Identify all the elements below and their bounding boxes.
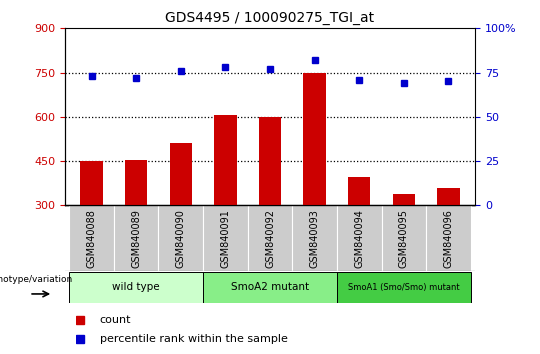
Text: GSM840096: GSM840096 — [443, 209, 454, 268]
Bar — [80, 161, 103, 205]
Bar — [203, 205, 248, 271]
Bar — [303, 73, 326, 205]
Bar — [382, 205, 426, 271]
Bar — [348, 177, 370, 205]
Bar — [337, 205, 382, 271]
Bar — [259, 117, 281, 205]
Bar — [69, 205, 114, 271]
Text: GSM840088: GSM840088 — [86, 209, 97, 268]
Bar — [114, 205, 158, 271]
Text: GSM840090: GSM840090 — [176, 209, 186, 268]
Bar — [125, 160, 147, 205]
Bar — [214, 115, 237, 205]
Bar — [248, 205, 292, 271]
Text: SmoA2 mutant: SmoA2 mutant — [231, 282, 309, 292]
Bar — [158, 205, 203, 271]
Title: GDS4495 / 100090275_TGI_at: GDS4495 / 100090275_TGI_at — [165, 11, 375, 24]
Bar — [170, 143, 192, 205]
Text: GSM840094: GSM840094 — [354, 209, 364, 268]
Bar — [292, 205, 337, 271]
Bar — [69, 272, 203, 303]
Text: wild type: wild type — [112, 282, 160, 292]
Text: genotype/variation: genotype/variation — [0, 275, 72, 284]
Text: SmoA1 (Smo/Smo) mutant: SmoA1 (Smo/Smo) mutant — [348, 282, 460, 292]
Bar — [437, 188, 460, 205]
Bar — [203, 272, 337, 303]
Text: GSM840095: GSM840095 — [399, 209, 409, 268]
Bar — [426, 205, 471, 271]
Text: GSM840089: GSM840089 — [131, 209, 141, 268]
Text: GSM840093: GSM840093 — [309, 209, 320, 268]
Bar — [337, 272, 471, 303]
Text: percentile rank within the sample: percentile rank within the sample — [99, 333, 287, 344]
Text: GSM840092: GSM840092 — [265, 209, 275, 268]
Text: count: count — [99, 315, 131, 325]
Bar — [393, 194, 415, 205]
Text: GSM840091: GSM840091 — [220, 209, 231, 268]
